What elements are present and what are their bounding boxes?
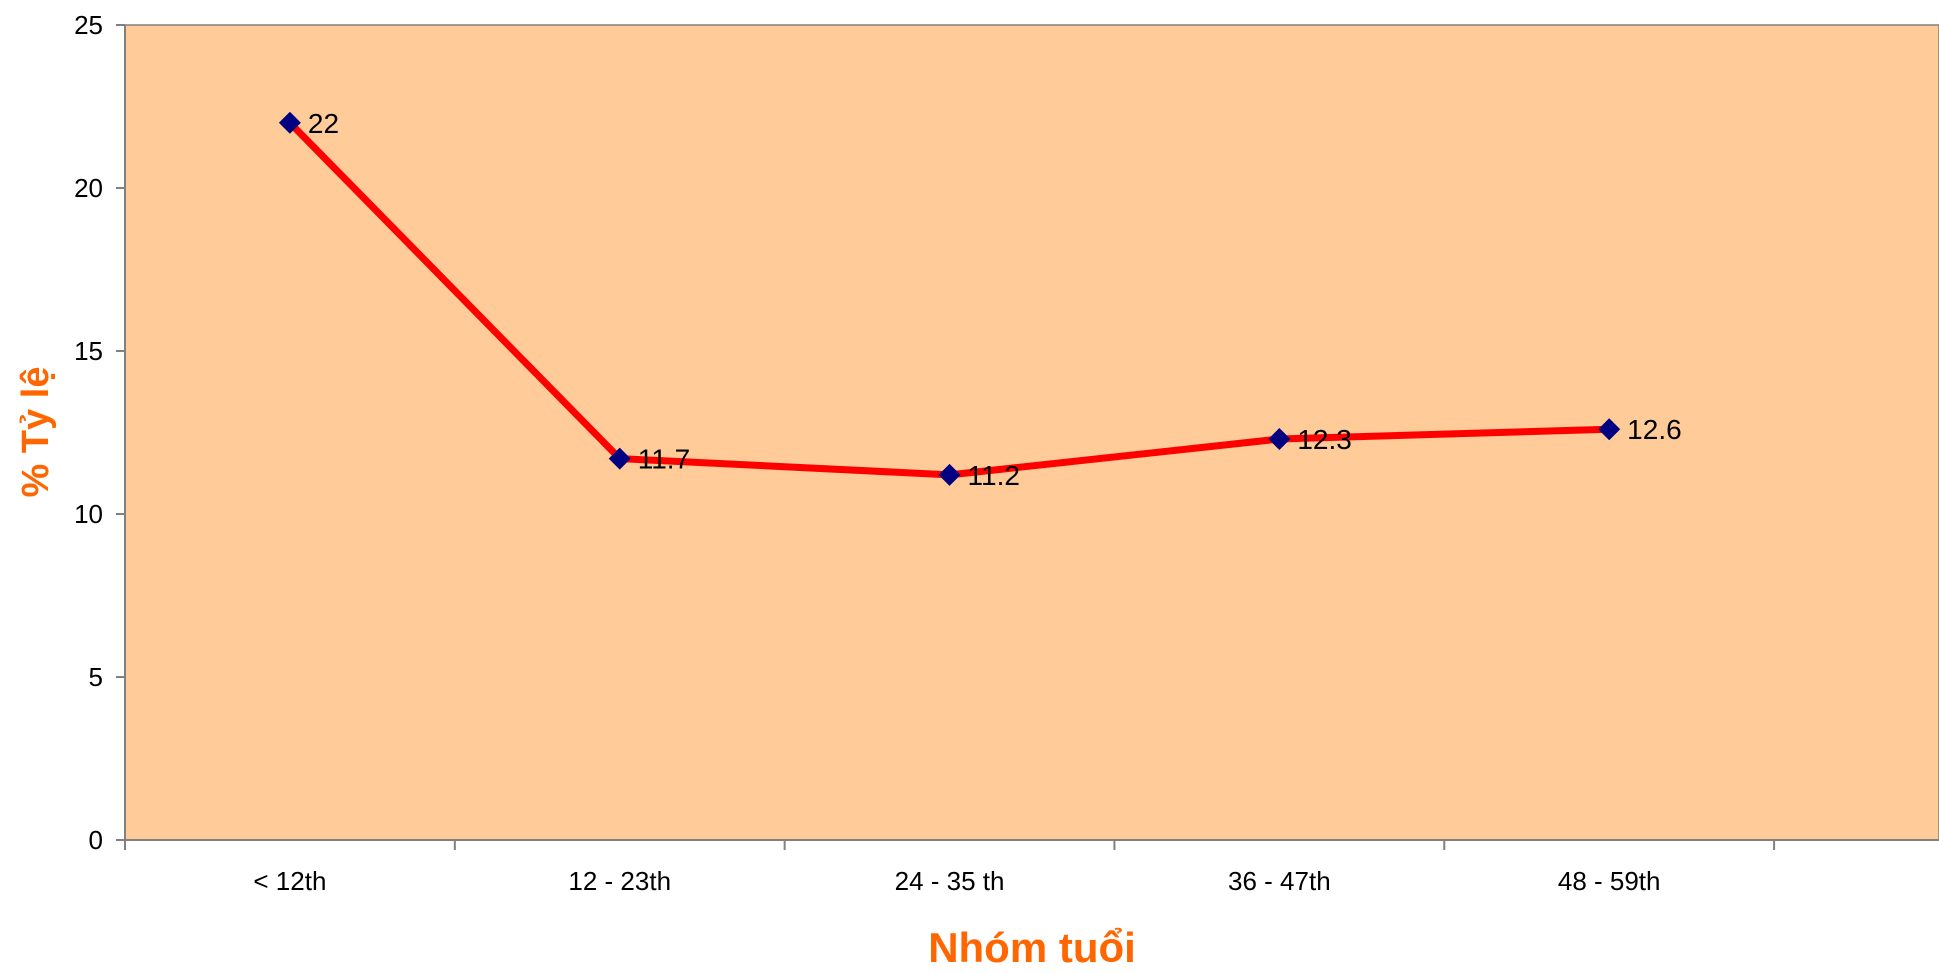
x-axis: < 12th 12 - 23th 24 - 35 th 36 - 47th 48 - 5… [124, 839, 1939, 896]
y-tick-label: 10 [74, 499, 103, 529]
y-axis-title: % Tỷ lệ [15, 367, 57, 498]
data-label: 11.7 [638, 444, 690, 475]
data-label: 11.2 [968, 460, 1020, 491]
data-labels-layer: 22 11.7 11.2 12.3 12.6 [308, 108, 1682, 491]
y-tick-label: 5 [89, 662, 103, 692]
x-tick-label: 12 - 23th [568, 866, 671, 896]
data-point-marker [938, 463, 961, 486]
x-tick-label: 48 - 59th [1558, 866, 1661, 896]
data-point-marker [278, 111, 301, 134]
y-tick-label: 25 [74, 10, 103, 40]
data-point-marker [1268, 428, 1291, 451]
x-tick-label: < 12th [253, 866, 326, 896]
x-axis-title: Nhóm tuổi [928, 924, 1136, 968]
data-label: 22 [308, 108, 339, 139]
y-tick-label: 20 [74, 173, 103, 203]
x-tick-label: 36 - 47th [1228, 866, 1331, 896]
data-point-marker [608, 447, 631, 470]
markers-layer [278, 111, 1621, 486]
y-tick-label: 15 [74, 336, 103, 366]
data-label: 12.6 [1627, 414, 1682, 445]
data-label: 12.3 [1297, 424, 1352, 455]
data-point-marker [1598, 418, 1621, 441]
y-axis: 0 5 10 15 20 25 [74, 10, 126, 855]
x-tick-label: 24 - 35 th [895, 866, 1005, 896]
plot-area [124, 24, 1939, 841]
y-tick-label: 0 [89, 825, 103, 855]
